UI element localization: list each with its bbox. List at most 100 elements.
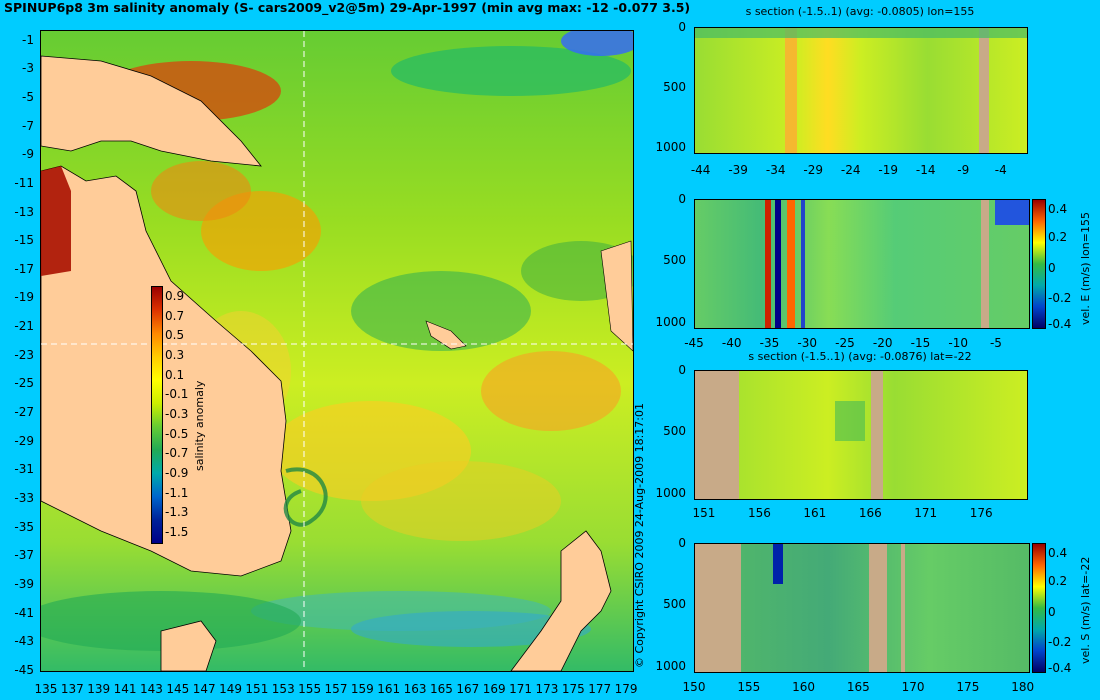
section2-y-axis: 0 500 1000 [650,192,690,329]
map-y-tick: -31 [14,462,34,477]
s1-x-tick: -4 [994,163,1007,177]
map-x-tick: 155 [298,682,322,696]
s1-x-tick: -29 [803,163,823,177]
section4-colorbar [1032,543,1046,673]
map-colorbar-tick: -0.9 [165,465,189,480]
map-colorbar [151,286,163,544]
map-y-tick: -23 [14,347,34,362]
section2-x-axis: -45 -40 -35 -30 -25 -20 -15 -10 -5 [684,336,1028,351]
s1-y-tick: 1000 [655,140,686,154]
s3-y-tick: 1000 [655,485,686,500]
section1-x-axis: -44 -39 -34 -29 -24 -19 -14 -9 -4 [691,163,1026,178]
map-y-tick: -37 [14,548,34,563]
section4-x-axis: 150 155 160 165 170 175 180 [683,680,1035,695]
map-colorbar-label: salinity anomaly [193,380,206,471]
s2-x-tick: -25 [835,336,855,350]
section3-x-axis: 151 156 161 166 171 176 [692,506,1026,521]
s3-x-tick: 151 [692,506,716,520]
map-x-tick: 141 [113,682,137,696]
section1-title: s section (-1.5..1) (avg: -0.0805) lon=1… [745,5,975,18]
s2-y-tick: 500 [663,253,686,268]
section1-plot[interactable] [694,27,1028,154]
s4-x-tick: 165 [846,680,870,694]
map-colorbar-tick: 0.1 [165,367,185,382]
s1-x-tick: -14 [915,163,936,177]
s4-x-tick: 160 [792,680,815,694]
s2-x-tick: -35 [759,336,780,350]
map-colorbar-tick: -0.3 [165,407,189,421]
s1-x-tick: -9 [957,163,970,177]
map-x-tick: 151 [245,682,269,696]
s4-colorbar-tick: -0.2 [1048,634,1072,649]
s2-colorbar-tick: -0.4 [1048,317,1072,332]
salinity-map[interactable]: 0.9 0.7 0.5 0.3 0.1 -0.1 -0.3 -0.5 -0.7 -0.9 -1.1 -… [40,30,634,672]
map-y-tick: -3 [22,61,34,76]
map-y-tick: -13 [14,204,34,219]
map-x-tick: 153 [271,682,295,696]
s2-colorbar-tick: 0 [1048,261,1056,276]
map-colorbar-tick: 0.7 [165,308,185,323]
map-y-tick: -15 [14,233,34,248]
map-x-tick: 157 [324,682,348,696]
s3-x-tick: 156 [747,506,771,520]
map-y-axis: -1 -3 -5 -7 -9 -11 -13 -15 -17 -19 -21 -23 -25 -27 -29… [0,30,38,677]
map-y-tick: -43 [14,634,34,649]
map-colorbar-tick: -0.5 [165,426,189,441]
map-x-tick: 147 [192,682,216,696]
section4-y-axis: 0 500 1000 [650,536,690,673]
section3-plot[interactable] [694,370,1028,500]
s4-y-tick: 0 [678,536,686,550]
s4-x-tick: 175 [956,680,980,694]
map-x-tick: 163 [403,682,427,696]
copyright-text: © Copyright CSIRO 2009 24-Aug-2009 18:17… [633,402,646,668]
s4-colorbar-tick: -0.4 [1048,661,1072,676]
map-x-axis: 135 137 139 141 143 145 147 149 151 153 155 157 159 1… [34,682,637,698]
land-new-zealand [510,530,612,671]
map-colorbar-tick: 0.3 [165,348,185,363]
section2-colorbar-ticks: 0.4 0.2 0 -0.2 -0.4 [1048,199,1078,331]
s1-x-tick: -19 [878,163,899,177]
map-x-tick: 161 [377,682,401,696]
s1-y-tick: 500 [663,80,686,94]
s1-x-tick: -34 [765,163,786,177]
s2-y-tick: 0 [678,192,686,206]
map-y-tick: -17 [14,261,34,276]
s2-x-tick: -5 [989,336,1002,350]
salinity-map-svg [41,31,633,671]
map-y-tick: -41 [14,605,34,620]
s4-colorbar-tick: 0 [1048,605,1056,620]
section4-plot[interactable] [694,543,1030,673]
map-x-tick: 171 [509,682,533,696]
map-x-tick: 173 [535,682,559,696]
map-y-tick: -1 [22,32,34,47]
map-x-tick: 167 [456,682,480,696]
section2-colorbar-label: vel. E (m/s) lon=155 [1079,212,1092,325]
section4-colorbar-label: vel. S (m/s) lat=-22 [1079,556,1092,664]
map-x-tick: 175 [561,682,585,696]
map-colorbar-ticks: 0.9 0.7 0.5 0.3 0.1 -0.1 -0.3 -0.5 -0.7 -0.9 -1.1 -… [165,286,205,542]
map-colorbar-tick: -0.7 [165,446,189,461]
s4-colorbar-tick: 0.4 [1048,546,1068,561]
map-y-tick: -29 [14,433,34,448]
map-y-tick: -35 [14,519,34,534]
s3-x-tick: 171 [914,506,938,520]
s4-x-tick: 150 [682,680,706,694]
section2-plot[interactable] [694,199,1030,329]
s2-colorbar-tick: 0.4 [1048,202,1068,217]
map-colorbar-tick: -1.3 [165,505,189,520]
s2-colorbar-tick: -0.2 [1048,290,1072,305]
map-x-tick: 159 [350,682,374,696]
map-y-tick: -25 [14,376,34,391]
section1-y-axis: 0 500 1000 [650,20,690,154]
page-title: SPINUP6p8 3m salinity anomaly (S- cars20… [4,0,691,15]
s2-y-tick: 1000 [655,314,686,329]
map-x-tick: 137 [60,682,84,696]
map-y-tick: -19 [14,290,34,305]
map-y-tick: -21 [14,319,34,334]
map-y-tick: -9 [22,147,34,162]
s1-y-tick: 0 [678,20,686,34]
map-x-tick: 145 [166,682,190,696]
map-x-tick: 177 [588,682,612,696]
map-y-tick: -33 [14,491,34,506]
s2-x-tick: -20 [872,336,893,350]
